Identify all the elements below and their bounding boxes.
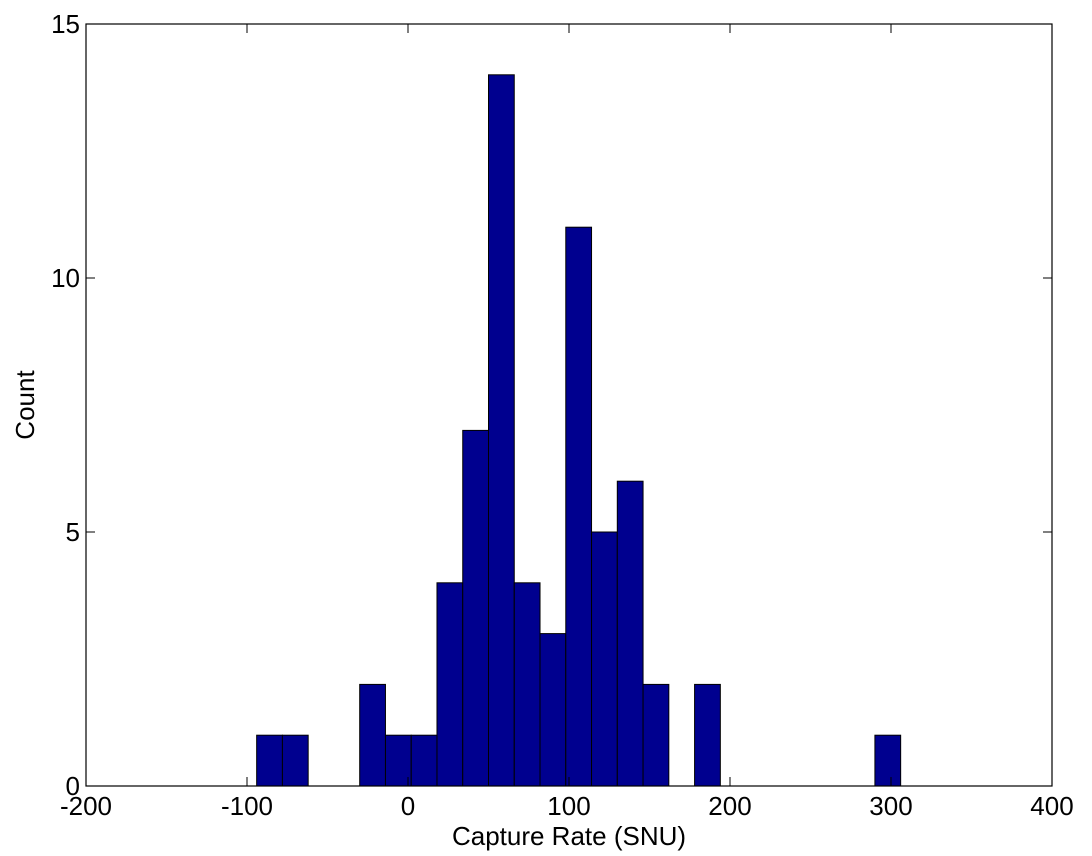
x-tick-label-6: 400: [1030, 791, 1073, 821]
histogram-bar-0: [256, 734, 283, 787]
histogram-bars: [256, 74, 902, 787]
y-tick-label-3: 15: [51, 9, 80, 39]
y-tick-label-2: 10: [51, 263, 80, 293]
x-tick-label-2: 0: [401, 791, 415, 821]
histogram-bar-13: [642, 683, 670, 787]
histogram-bar-6: [462, 429, 489, 787]
y-tick-label-0: 0: [66, 771, 80, 801]
x-axis-label: Capture Rate (SNU): [452, 821, 686, 851]
plot-frame: [85, 23, 1053, 787]
y-axis-label: Count: [10, 370, 40, 440]
histogram-bar-10: [565, 226, 593, 787]
histogram-bar-12: [616, 480, 644, 787]
x-tick-label-4: 200: [708, 791, 751, 821]
histogram-bar-15: [874, 734, 902, 787]
histogram-bar-8: [513, 582, 541, 787]
x-tick-label-3: 100: [547, 791, 590, 821]
x-tick-label-0: -200: [60, 791, 112, 821]
histogram-bar-7: [488, 74, 515, 787]
histogram-bar-5: [436, 582, 464, 787]
y-tick-label-1: 5: [66, 517, 80, 547]
y-tick-labels: 0 5 10 15: [51, 9, 80, 801]
x-tick-label-1: -100: [221, 791, 273, 821]
histogram-bar-2: [359, 683, 386, 787]
x-tick-label-5: 300: [869, 791, 912, 821]
histogram-bar-11: [591, 531, 618, 787]
histogram-bar-3: [384, 734, 412, 787]
histogram-bar-4: [410, 734, 438, 787]
histogram-bar-1: [281, 734, 309, 787]
x-tick-labels: -200 -100 0 100 200 300 400: [60, 791, 1074, 821]
histogram-bar-14: [694, 683, 721, 787]
histogram-bar-9: [539, 633, 567, 787]
